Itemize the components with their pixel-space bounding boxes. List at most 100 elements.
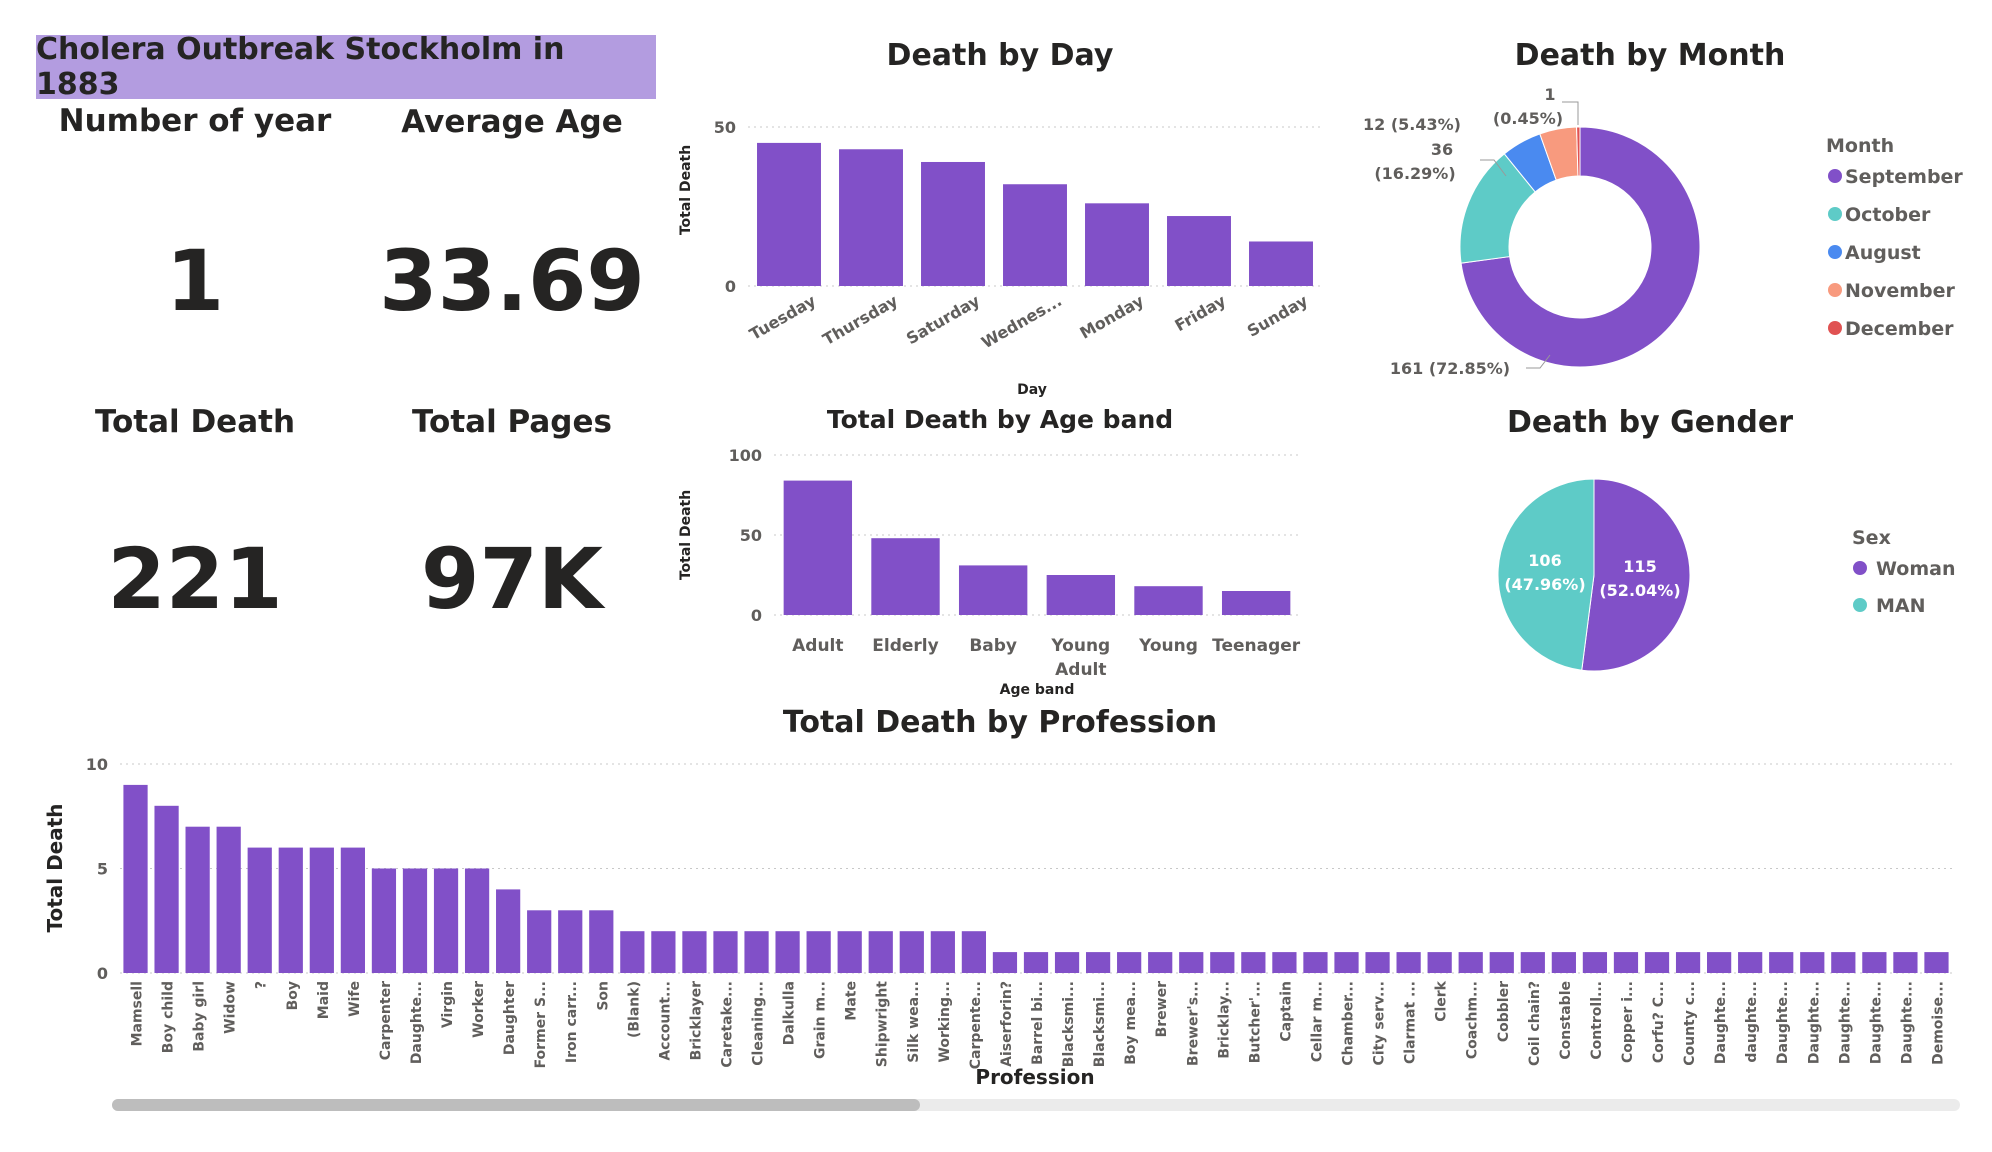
profession-category-label: County c...: [1682, 981, 1698, 1066]
gender-slice-man: [1497, 478, 1595, 671]
profession-category-label: Bricklayer: [688, 981, 704, 1060]
profession-bar: [713, 931, 738, 973]
month-legend-marker: [1828, 245, 1842, 259]
profession-category-label: daughte...: [1744, 981, 1760, 1063]
profession-bar: [371, 868, 397, 973]
profession-bar: [651, 931, 676, 973]
age-bar: [1221, 591, 1291, 615]
month-legend-title: Month: [1826, 135, 1894, 157]
month-slice-december: [1576, 126, 1581, 177]
profession-bar: [899, 931, 924, 973]
profession-bar: [744, 931, 769, 973]
profession-category-label: City serv...: [1372, 981, 1388, 1065]
profession-bar: [1831, 952, 1856, 973]
month-legend-marker: [1828, 321, 1842, 335]
profession-bar: [961, 931, 987, 973]
profession-category-label: Grain m...: [813, 981, 829, 1059]
age-category-label: Young: [1050, 636, 1110, 656]
profession-bar: [340, 847, 365, 973]
age-category-label: Adult: [792, 636, 843, 656]
profession-category-label: (Blank): [626, 981, 642, 1038]
day-y-axis-title: Total Death: [678, 145, 694, 235]
profession-category-label: Clerk: [1434, 980, 1450, 1021]
profession-category-label: Aiserforin?: [999, 981, 1015, 1067]
profession-category-label: Controll...: [1589, 981, 1605, 1060]
month-legend-label: November: [1845, 280, 1956, 302]
profession-category-label: Caretake...: [719, 981, 735, 1068]
day-bar: [921, 161, 985, 286]
month-data-label: (16.29%): [1374, 164, 1455, 183]
gender-legend-label: MAN: [1876, 595, 1926, 617]
gender-legend-marker: [1853, 598, 1867, 612]
age-ytick-label: 100: [729, 446, 762, 465]
day-bar: [1167, 216, 1231, 286]
profession-category-label: Butcher'...: [1247, 981, 1263, 1063]
kpi-total-death-value: 221: [107, 530, 283, 628]
gender-pie-group: 115 (52.04%) 106 (47.96%) Sex Woman MAN: [1497, 478, 1955, 672]
day-category-label: Monday: [1076, 291, 1147, 343]
profession-category-label: Captain: [1278, 981, 1294, 1042]
day-category-label: Tuesday: [746, 291, 819, 344]
profession-category-label: Worker: [471, 981, 487, 1038]
day-bar: [757, 142, 821, 286]
gender-data-label: (47.96%): [1504, 575, 1585, 594]
profession-category-label: ?: [254, 981, 270, 989]
profession-bar: [1644, 952, 1670, 973]
profession-bar: [1272, 952, 1297, 973]
month-data-label: 1: [1544, 85, 1555, 104]
gender-legend-marker: [1853, 561, 1867, 575]
profession-bar: [620, 931, 645, 973]
profession-category-label: Corfu? C...: [1651, 981, 1667, 1063]
day-category-label: Sunday: [1244, 291, 1312, 341]
gender-data-label: (52.04%): [1599, 581, 1680, 600]
profession-category-label: Chamber...: [1341, 981, 1357, 1066]
profession-category-label: Baby girl: [192, 981, 208, 1052]
profession-bar: [1396, 952, 1421, 973]
age-ytick-label: 0: [751, 606, 762, 625]
profession-bar: [682, 931, 707, 973]
profession-bar: [837, 931, 862, 973]
day-category-label: Saturday: [903, 291, 984, 348]
day-category-label: Friday: [1171, 291, 1229, 335]
profession-bar: [1489, 952, 1514, 973]
profession-category-label: Working...: [937, 981, 953, 1063]
profession-chart-title: Total Death by Profession: [782, 705, 1218, 740]
day-bar: [1249, 241, 1313, 286]
profession-bar: [1054, 952, 1080, 973]
dashboard-title: Cholera Outbreak Stockholm in 1883: [36, 32, 656, 102]
age-x-axis-title: Age band: [1000, 682, 1075, 698]
month-legend-label: December: [1845, 318, 1954, 340]
profession-ytick-label: 10: [86, 755, 108, 774]
month-legend-marker: [1828, 207, 1842, 221]
profession-category-label: Boy: [285, 981, 301, 1010]
profession-category-label: Daughte...: [1868, 981, 1884, 1064]
profession-category-label: Blacksmi...: [1061, 981, 1077, 1067]
profession-category-label: Boy child: [161, 981, 177, 1053]
profession-bar: [1675, 952, 1701, 973]
profession-scrollbar-thumb[interactable]: [112, 1099, 920, 1111]
profession-bar: [1520, 952, 1545, 973]
month-data-label: 36: [1431, 140, 1453, 159]
profession-category-label: Clarmat ...: [1403, 981, 1419, 1064]
kpi-total-pages-value: 97K: [421, 530, 603, 628]
profession-category-label: Daughte...: [1837, 981, 1853, 1064]
profession-bar: [1458, 952, 1483, 973]
profession-category-label: Silk wea...: [906, 981, 922, 1063]
gender-slice-woman: [1581, 478, 1691, 672]
profession-bar: [992, 952, 1018, 973]
profession-bar: [1707, 952, 1732, 973]
profession-bar: [806, 931, 831, 973]
profession-category-label: Cleaning...: [751, 981, 767, 1066]
profession-bar: [558, 910, 583, 973]
profession-ytick-label: 0: [97, 964, 108, 983]
age-chart-group: 0 50 100 Adult Elderly Baby Young Adult Young Tee…: [678, 446, 1301, 698]
profession-bar: [1582, 952, 1608, 973]
profession-bar: [433, 868, 459, 973]
month-donut-group: 161 (72.85%) 36 (16.29%) 12 (5.43%) (0.45%) 1…: [1363, 85, 1963, 378]
kpi-avg-age-label: Average Age: [401, 104, 623, 140]
gender-data-label: 115: [1623, 557, 1656, 576]
profession-bar: [1862, 952, 1887, 973]
profession-category-label: Dalkulla: [782, 981, 798, 1045]
month-legend-marker: [1828, 169, 1842, 183]
